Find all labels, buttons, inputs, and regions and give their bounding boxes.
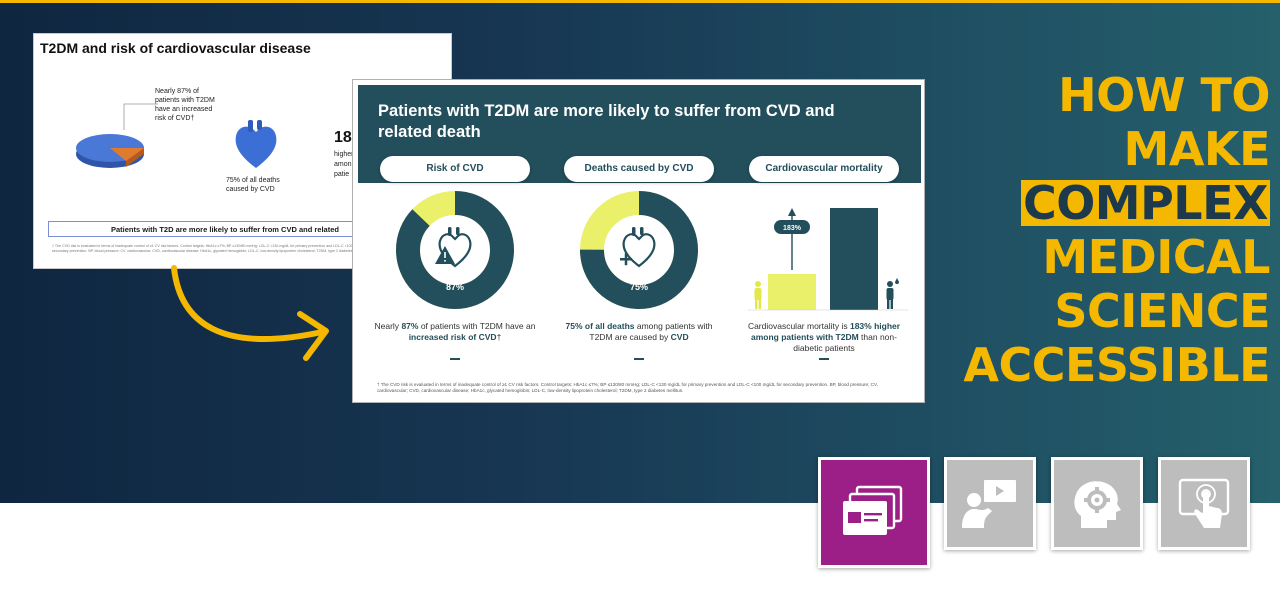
curved-arrow-icon — [171, 265, 329, 361]
new-slide-title: Patients with T2DM are more likely to su… — [378, 102, 835, 141]
donut-arc-deaths — [580, 191, 698, 309]
tab-cardiovascular-mortality: Cardiovascular mortality — [749, 156, 899, 182]
caption-mortality: Cardiovascular mortality is 183% higher … — [747, 321, 901, 353]
tab-deaths-caused-by-cvd: Deaths caused by CVD — [564, 156, 714, 182]
tile-slides[interactable] — [818, 457, 930, 568]
old-pie-chart — [76, 134, 145, 168]
donut-arc-risk — [396, 191, 514, 309]
donut-label-risk: 87% — [446, 282, 464, 292]
card-divider-risk — [450, 358, 460, 360]
tile-presenter[interactable] — [944, 457, 1036, 550]
person-icon-teal — [886, 278, 899, 309]
card-divider-deaths — [634, 358, 644, 360]
tab-risk-of-cvd: Risk of CVD — [380, 156, 530, 182]
donut-label-deaths: 75% — [630, 282, 648, 292]
old-pie-text: Nearly 87% of patients with T2DM have an… — [155, 88, 215, 122]
heart-plus-icon — [620, 227, 656, 268]
mortality-bar-chart: 183% — [748, 208, 908, 311]
heart-warning-icon — [435, 227, 472, 268]
caption-risk: Nearly 87% of patients with T2DM have an… — [374, 321, 536, 342]
donut-chart-deaths: 75% — [580, 191, 698, 309]
headline: HOW TO MAKE COMPLEX MEDICAL SCIENCE ACCE… — [963, 68, 1270, 392]
tile-touch[interactable] — [1158, 457, 1250, 550]
bar-non-diabetic — [768, 274, 816, 310]
headline-line-2: MAKE — [1123, 122, 1271, 176]
touch-tablet-icon — [1178, 478, 1230, 528]
brain-gear-icon — [1074, 480, 1121, 528]
caption-deaths: 75% of all deaths among patients with T2… — [565, 321, 713, 342]
new-footnote: † The CVD risk is evaluated in terms of … — [377, 382, 878, 393]
bar-t2dm — [830, 208, 878, 310]
slides-icon — [843, 485, 903, 535]
old-heart-text: 75% of all deaths caused by CVD — [226, 177, 280, 193]
old-footer-box: Patients with T2D are more likely to suf… — [48, 221, 451, 237]
tile-brain[interactable] — [1051, 457, 1143, 550]
presenter-icon — [962, 479, 1016, 528]
person-icon-yellow — [754, 281, 762, 309]
heart-icon — [235, 120, 277, 168]
old-footnote: † The CVD risk is evaluated in terms of … — [52, 244, 369, 253]
old-slide-title: T2DM and risk of cardiovascular disease — [40, 40, 311, 56]
new-slide: Patients with T2DM are more likely to su… — [352, 79, 925, 403]
headline-line-5: SCIENCE — [1054, 284, 1270, 338]
headline-line-4: MEDICAL — [1042, 230, 1270, 284]
card-divider-mortality — [819, 358, 829, 360]
headline-line-1: HOW TO — [1058, 68, 1270, 122]
headline-line-3-highlight: COMPLEX — [1020, 176, 1270, 230]
bar-label-183: 183% — [783, 225, 802, 232]
donut-chart-risk: 87% — [396, 191, 514, 309]
headline-line-6: ACCESSIBLE — [963, 338, 1270, 392]
old-leader-line — [123, 103, 158, 130]
